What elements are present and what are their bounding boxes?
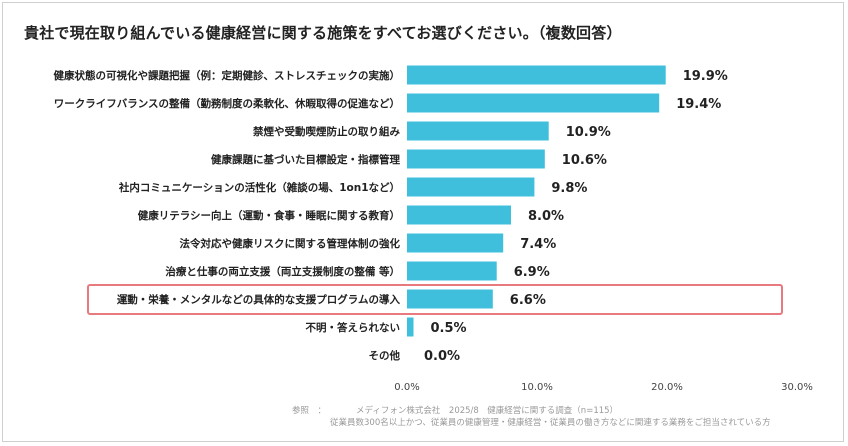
footnote-source: メディフォン株式会社 2025/8 健康経営に関する調査（n=115）	[356, 406, 619, 416]
value-label: 7.4%	[520, 237, 556, 252]
value-label: 8.0%	[528, 209, 564, 224]
bar	[407, 289, 493, 309]
value-label: 19.9%	[683, 69, 728, 84]
value-label: 9.8%	[551, 181, 587, 196]
value-label: 6.6%	[510, 293, 546, 308]
x-tick-label: 20.0%	[651, 382, 683, 393]
value-label: 19.4%	[676, 97, 721, 112]
category-label: 治療と仕事の両立支援（両立支援制度の整備 等）	[165, 265, 400, 278]
value-label: 10.9%	[566, 125, 611, 140]
bar	[407, 177, 535, 197]
category-label: 運動・栄養・メンタルなどの具体的な支援プログラムの導入	[117, 293, 401, 306]
category-label: その他	[369, 349, 401, 362]
chart-title: 貴社で現在取り組んでいる健康経営に関する施策をすべてお選びください。（複数回答）	[24, 24, 622, 42]
footnote-label: 参照 ：	[292, 406, 327, 416]
bar	[407, 93, 660, 113]
category-label: 健康リテラシー向上（運動・食事・睡眠に関する教育）	[138, 209, 400, 222]
category-label: 健康状態の可視化や課題把握（例：定期健診、ストレスチェックの実施）	[54, 69, 401, 82]
x-tick-label: 0.0%	[394, 382, 419, 393]
bar	[407, 233, 504, 253]
x-tick-label: 10.0%	[521, 382, 553, 393]
category-label: 不明・答えられない	[306, 321, 401, 334]
x-tick-label: 30.0%	[781, 382, 813, 393]
value-label: 0.0%	[424, 349, 460, 364]
highlight-box	[87, 284, 783, 315]
bar	[407, 205, 511, 225]
bar	[407, 149, 545, 169]
category-label: 社内コミュニケーションの活性化（雑談の場、1on1など）	[118, 181, 400, 194]
value-label: 0.5%	[431, 321, 467, 336]
value-label: 6.9%	[514, 265, 550, 280]
value-label: 10.6%	[562, 153, 607, 168]
category-label: 法令対応や健康リスクに関する管理体制の強化	[180, 237, 401, 250]
category-label: 健康課題に基づいた目標設定・指標管理	[211, 153, 400, 166]
category-label: ワークライフバランスの整備（勤務制度の柔軟化、休暇取得の促進など）	[54, 97, 400, 110]
bar	[407, 121, 549, 141]
bar	[407, 261, 497, 281]
footnote-respondents: 従業員数300名以上かつ、従業員の健康管理・健康経営・従業員の働き方などに関連す…	[330, 418, 771, 428]
bar	[407, 317, 414, 337]
bar	[407, 65, 666, 85]
category-label: 禁煙や受動喫煙防止の取り組み	[252, 125, 400, 138]
